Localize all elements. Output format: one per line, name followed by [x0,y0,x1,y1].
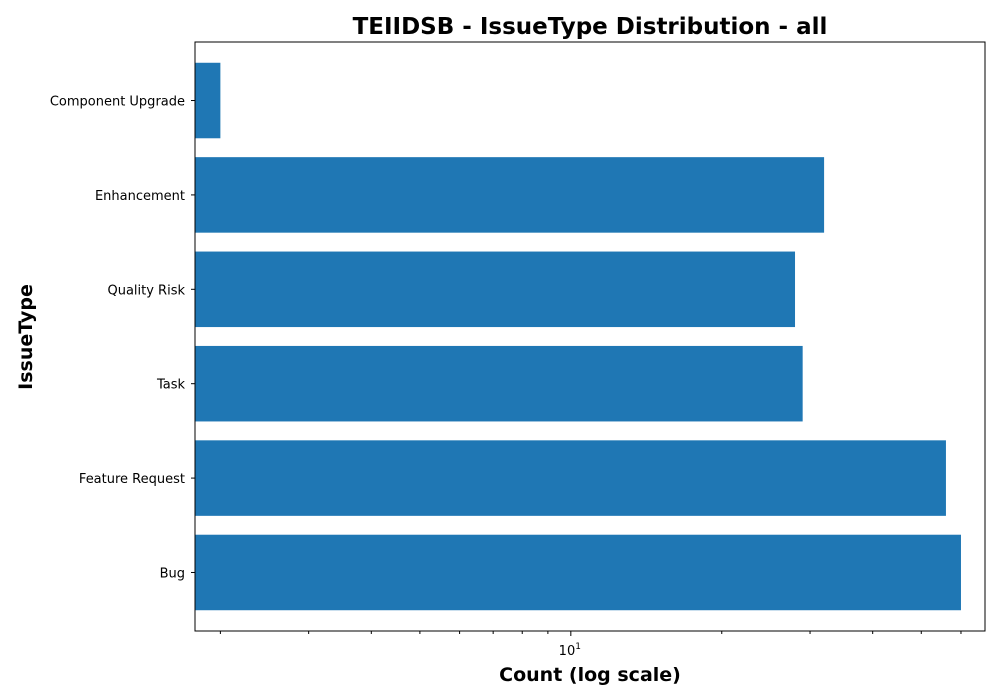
y-tick-label-3: Quality Risk [107,283,185,298]
bar-3 [195,251,796,328]
x-axis: 101 [219,631,962,659]
bar-4 [195,157,825,233]
y-tick-label-2: Task [156,378,186,393]
bar-1 [195,440,946,516]
plot-area [194,41,986,632]
plot-frame [194,41,986,632]
chart-title: TEIIDSB - IssueType Distribution - all [353,14,828,40]
y-tick-label-4: Enhancement [95,189,185,204]
y-tick-label-1: Feature Request [79,472,185,487]
y-axis-label: IssueType [15,284,37,390]
y-tick-label-5: Component Upgrade [50,95,185,110]
x-axis-label: Count (log scale) [499,664,681,686]
bars [195,62,961,611]
bar-0 [195,534,961,611]
bar-5 [195,62,221,139]
y-axis: Bug Feature Request Task Quality Risk Enhanc… [50,95,195,581]
y-tick-label-0: Bug [160,566,185,581]
x-tick-label-0: 101 [559,642,581,659]
bar-2 [195,345,803,422]
